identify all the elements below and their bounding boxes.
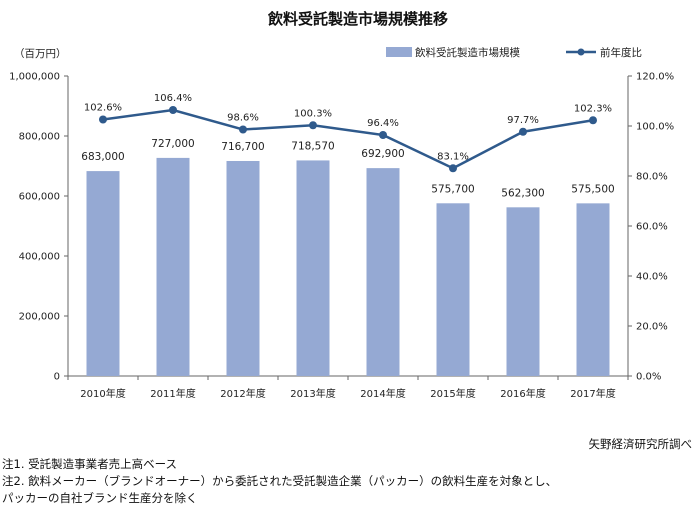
x-tick-label: 2015年度 — [430, 387, 475, 400]
bar — [506, 207, 540, 376]
ratio-line-path — [102, 108, 594, 170]
legend-bar-label: 飲料受託製造市場規模 — [415, 46, 520, 59]
right-tick-label: 0.0% — [636, 372, 661, 383]
bar-value-label: 683,000 — [81, 151, 124, 163]
bar-value-label: 575,500 — [571, 183, 614, 195]
x-tick-label: 2014年度 — [360, 387, 405, 400]
bar-value-label: 716,700 — [221, 141, 264, 153]
x-tick-label: 2013年度 — [290, 387, 335, 400]
x-tick-label: 2017年度 — [570, 387, 615, 400]
right-tick-label: 100.0% — [636, 122, 674, 133]
left-axis-unit: （百万円） — [14, 48, 67, 60]
ratio-value-label: 102.6% — [84, 103, 122, 114]
right-tick-label: 120.0% — [636, 72, 674, 83]
bar — [86, 171, 120, 376]
ratio-point — [309, 121, 317, 130]
ratio-value-label: 102.3% — [574, 103, 612, 114]
left-tick-label: 200,000 — [19, 312, 60, 323]
bars — [86, 157, 610, 376]
ratio-value-label: 83.1% — [437, 151, 469, 162]
left-tick-label: 1,000,000 — [9, 72, 60, 83]
ratio-point — [99, 115, 107, 124]
source-credit: 矢野経済研究所調べ — [588, 437, 693, 451]
ratio-line: 102.6% 106.4% 98.6% 100.3% 96.4% 83.1% 97.7% 10… — [84, 93, 612, 173]
ratio-value-label: 96.4% — [367, 118, 399, 129]
right-tick-label: 40.0% — [636, 272, 668, 283]
bar — [366, 168, 400, 376]
bar — [436, 203, 470, 376]
right-tick-label: 80.0% — [636, 172, 668, 183]
ratio-value-label: 100.3% — [294, 108, 332, 119]
ratio-point — [519, 127, 527, 136]
bar-value-label: 692,900 — [361, 148, 404, 160]
ratio-point — [589, 116, 597, 125]
left-tick-label: 400,000 — [19, 252, 60, 263]
ratio-point — [239, 125, 247, 134]
bar-value-label: 727,000 — [151, 138, 194, 150]
note-1: 注1. 受託製造事業者売上高ベース — [2, 457, 178, 471]
bar-value-label: 562,300 — [501, 187, 544, 199]
bar — [156, 157, 190, 376]
left-tick-label: 0 — [54, 372, 60, 383]
right-tick-label: 20.0% — [636, 322, 668, 333]
bar-labels: 683,000 727,000 716,700 718,570 692,900 575,7… — [81, 138, 614, 199]
ratio-point — [169, 106, 177, 114]
right-tick-label: 60.0% — [636, 222, 668, 233]
bar — [296, 160, 330, 376]
x-tick-label: 2016年度 — [500, 387, 545, 400]
ratio-point — [379, 131, 387, 139]
chart-title: 飲料受託製造市場規模推移 — [267, 10, 448, 28]
legend-line-marker — [577, 48, 585, 56]
notes: 注1. 受託製造事業者売上高ベース 注2. 飲料メーカー（ブランドオーナー）から… — [2, 456, 557, 507]
x-tick-label: 2011年度 — [150, 387, 195, 400]
note-3: パッカーの自社ブランド生産分を除く — [2, 491, 198, 505]
ratio-value-label: 97.7% — [507, 115, 539, 126]
legend: 飲料受託製造市場規模 前年度比 — [386, 46, 642, 59]
legend-bar-swatch — [386, 47, 412, 57]
left-tick-label: 800,000 — [19, 132, 60, 143]
x-tick-label: 2010年度 — [80, 387, 125, 400]
bar-value-label: 575,700 — [431, 183, 474, 195]
bar-value-label: 718,570 — [291, 140, 334, 152]
note-2: 注2. 飲料メーカー（ブランドオーナー）から委託された受託製造企業（パッカー）の… — [2, 474, 558, 488]
left-tick-label: 600,000 — [19, 192, 60, 203]
bar — [226, 160, 260, 376]
legend-line-label: 前年度比 — [600, 46, 642, 59]
ratio-value-label: 106.4% — [154, 93, 192, 104]
ratio-point — [449, 164, 457, 173]
chart: 飲料受託製造市場規模推移 （百万円） 飲料受託製造市場規模 前年度比 0 200,… — [9, 10, 674, 400]
ratio-value-label: 98.6% — [227, 113, 259, 124]
x-tick-labels: 2010年度 2011年度 2012年度 2013年度 2014年度 2015年度 2016… — [80, 387, 615, 400]
bar — [576, 203, 610, 376]
x-tick-label: 2012年度 — [220, 387, 265, 400]
